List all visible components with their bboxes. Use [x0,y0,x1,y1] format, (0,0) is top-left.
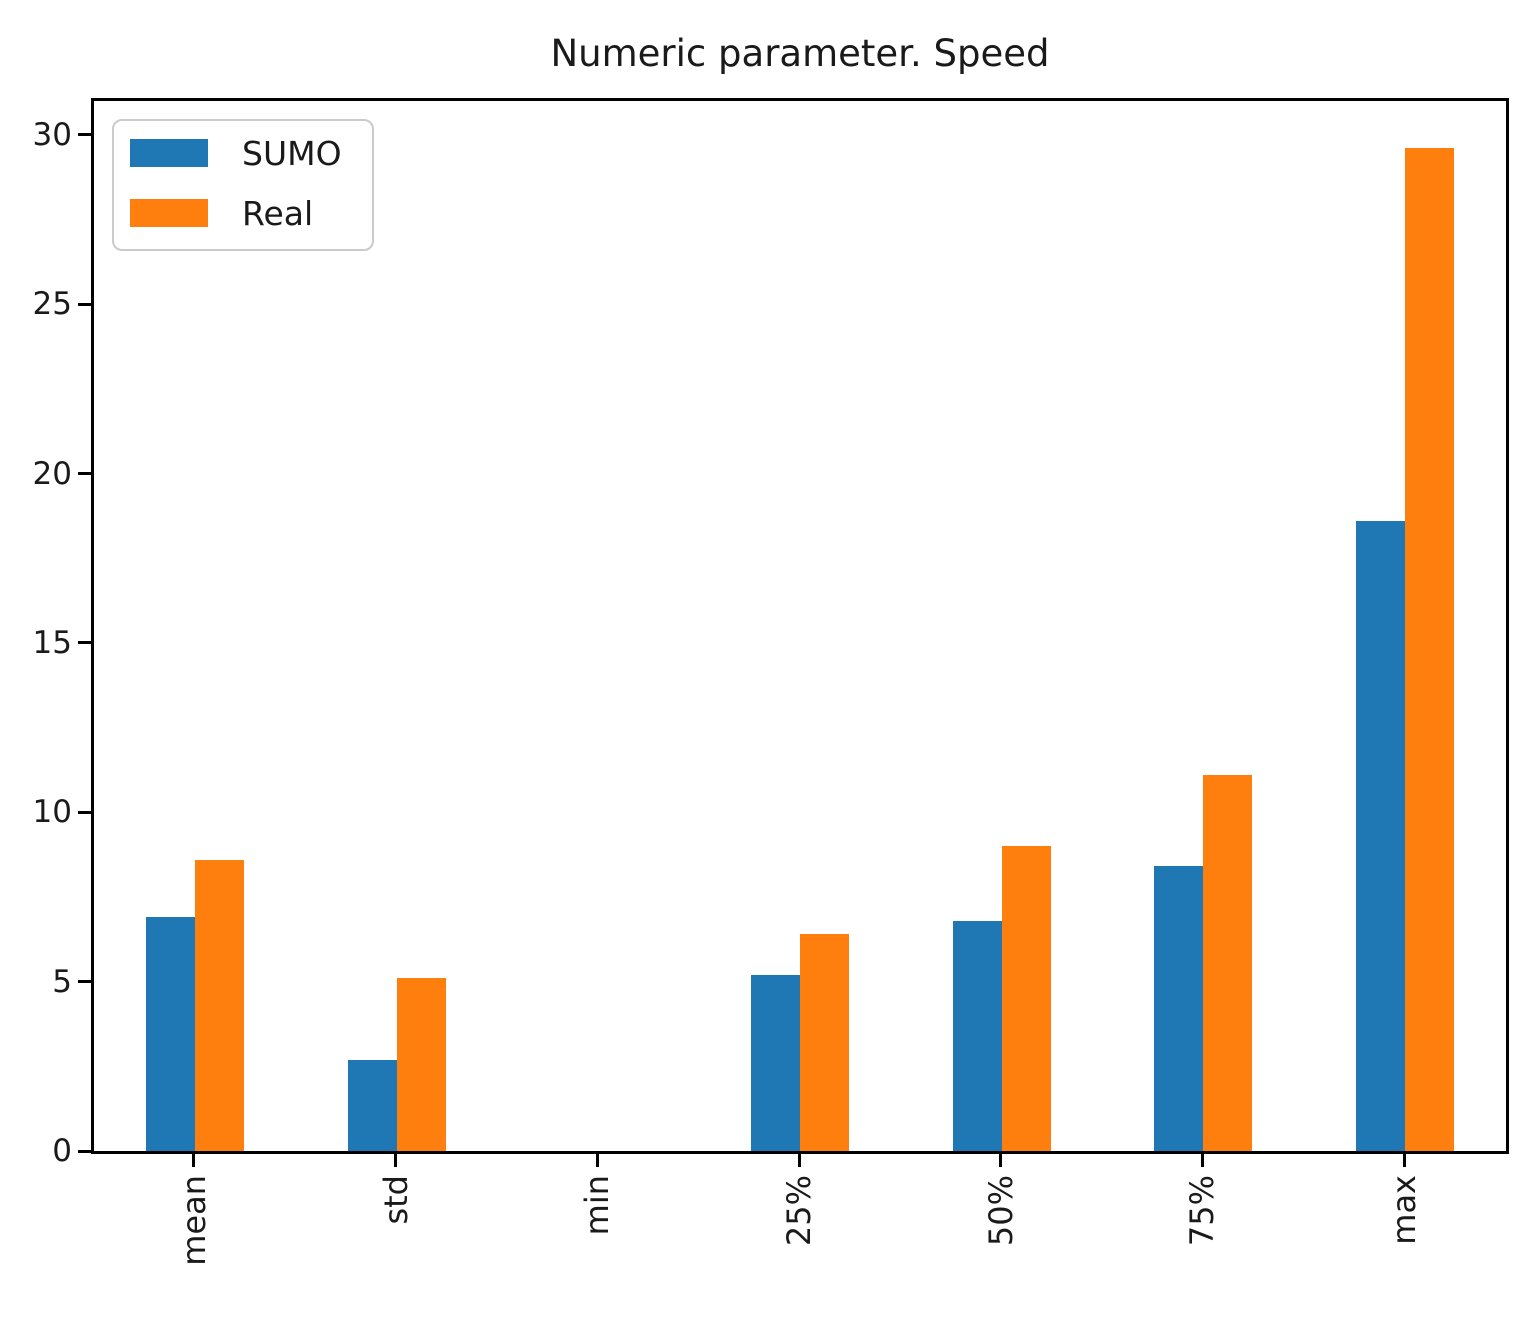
y-tick-label-25: 25 [32,286,72,323]
bar-real-mean [194,859,244,1151]
legend: SUMO Real [112,119,374,251]
x-tick-label-std: std [376,1175,415,1225]
x-tick-label-max: max [1385,1175,1424,1245]
plot-bars-layer [94,101,1506,1151]
y-tick-label-0: 0 [52,1133,72,1169]
bar-sumo-mean [145,917,195,1151]
bar-sumo-50% [952,920,1002,1151]
y-tick-label-20: 20 [32,455,72,492]
y-tick-mark-0 [78,1149,91,1153]
y-tick-label-5: 5 [52,963,72,1000]
bar-sumo-25% [751,974,800,1151]
legend-label-real: Real [242,193,314,233]
x-tick-mark-75% [1200,1154,1204,1167]
bar-sumo-75% [1154,866,1204,1151]
legend-swatch-real [130,199,208,227]
y-tick-mark-25 [78,302,91,306]
plot-area [91,98,1509,1154]
x-tick-label-25%: 25% [780,1175,818,1247]
bar-real-max [1405,148,1455,1151]
bar-sumo-max [1356,521,1406,1151]
x-tick-label-mean: mean [174,1175,213,1266]
bar-real-25% [800,934,849,1151]
y-tick-mark-20 [78,472,91,476]
x-tick-mark-mean [192,1154,196,1167]
x-tick-label-min: min [578,1175,617,1236]
x-tick-mark-std [394,1154,398,1167]
legend-swatch-sumo [130,139,208,167]
legend-item-sumo: SUMO [130,134,342,173]
y-tick-label-30: 30 [32,116,72,153]
x-tick-label-75%: 75% [1183,1175,1222,1247]
x-tick-mark-50% [999,1154,1003,1167]
chart-title: Numeric parameter. Speed [550,32,1050,75]
y-tick-label-15: 15 [32,624,72,661]
y-tick-mark-10 [78,810,91,814]
y-tick-mark-30 [78,133,91,137]
y-tick-mark-15 [78,641,91,645]
x-tick-mark-25% [797,1154,801,1167]
bar-sumo-std [347,1059,397,1151]
bar-real-50% [1001,846,1051,1151]
y-tick-mark-5 [78,980,91,984]
legend-label-sumo: SUMO [242,133,342,173]
y-tick-label-10: 10 [32,794,72,831]
x-tick-mark-min [595,1154,599,1167]
bar-real-75% [1203,775,1253,1151]
x-tick-mark-max [1402,1154,1406,1167]
legend-item-real: Real [130,194,342,233]
bar-real-std [396,978,446,1151]
x-tick-label-50%: 50% [981,1175,1020,1247]
